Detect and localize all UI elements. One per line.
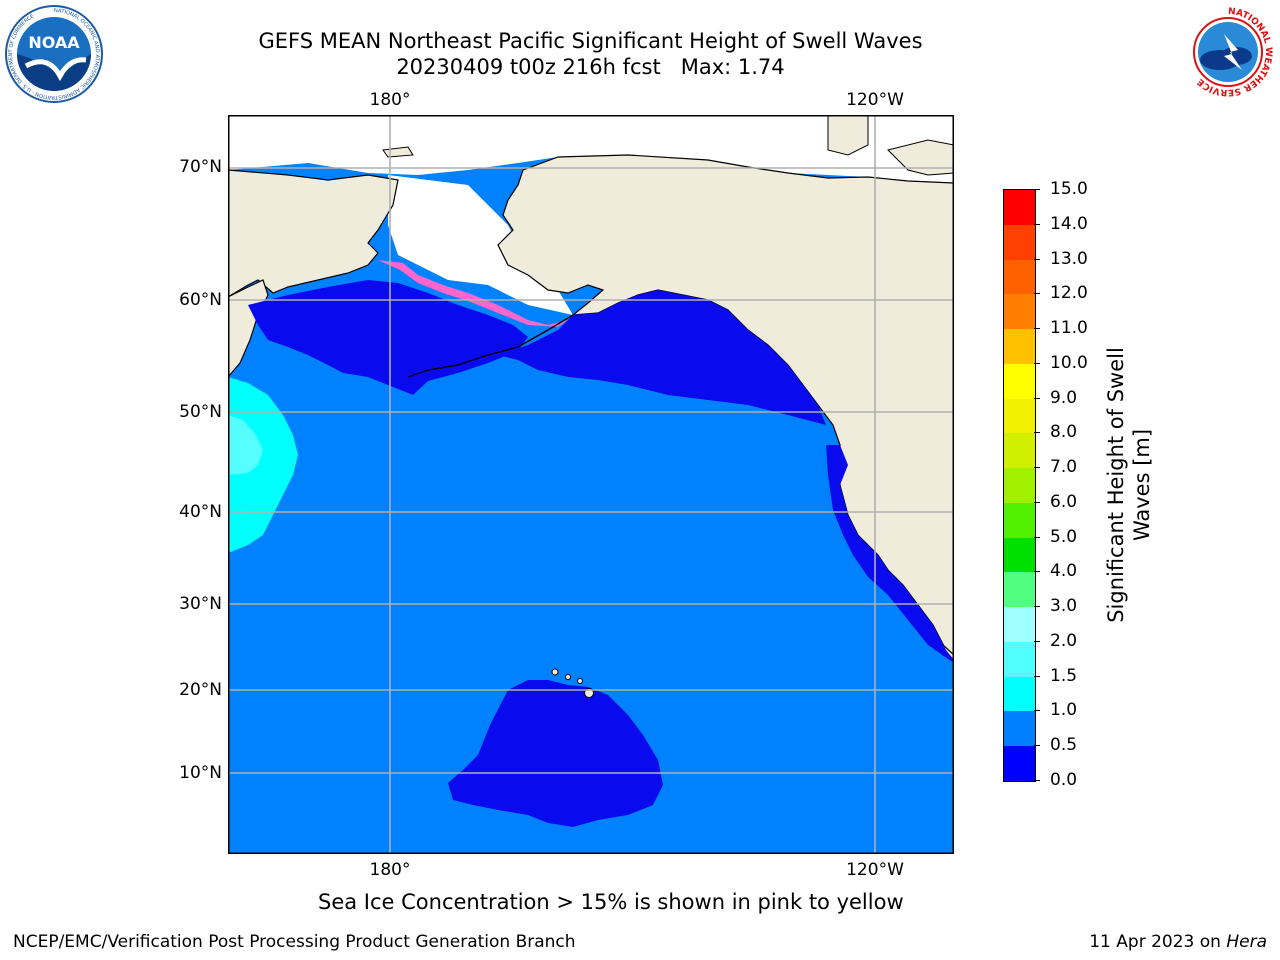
colorbar-segment bbox=[1004, 571, 1035, 608]
kauai-island bbox=[551, 668, 559, 676]
island-1 bbox=[827, 115, 869, 156]
aleutian-islands bbox=[407, 314, 574, 378]
colorbar-tick-label: 6.0 bbox=[1050, 491, 1078, 512]
lon-label-top-120w: 120°W bbox=[846, 90, 904, 110]
colorbar-tick-mark bbox=[1034, 397, 1040, 399]
west-pacific-high-swell bbox=[228, 377, 298, 553]
bering-low-swell bbox=[248, 280, 528, 395]
colorbar-tick-mark bbox=[1034, 258, 1040, 260]
west-coast-low-swell bbox=[826, 445, 954, 663]
colorbar-segment bbox=[1004, 502, 1035, 538]
colorbar-segment bbox=[1004, 467, 1035, 503]
colorbar-tick-label: 2.0 bbox=[1050, 630, 1078, 651]
colorbar-tick-mark bbox=[1034, 780, 1040, 781]
lat-label-70n: 70°N bbox=[179, 157, 222, 177]
colorbar-tick-label: 14.0 bbox=[1050, 213, 1088, 234]
footer-left: NCEP/EMC/Verification Post Processing Pr… bbox=[13, 932, 576, 952]
sea-ice-caption: Sea Ice Concentration > 15% is shown in … bbox=[318, 890, 904, 914]
colorbar-tick-mark bbox=[1034, 293, 1040, 295]
colorbar-tick-label: 9.0 bbox=[1050, 387, 1078, 408]
colorbar-tick-mark bbox=[1034, 362, 1040, 364]
graticule bbox=[228, 115, 954, 854]
colorbar-tick-label: 1.5 bbox=[1050, 665, 1078, 686]
colorbar-segment bbox=[1004, 259, 1035, 295]
lat-label-20n: 20°N bbox=[179, 680, 222, 700]
colorbar-tick-mark bbox=[1034, 328, 1040, 330]
colorbar-segment bbox=[1004, 363, 1035, 399]
colorbar-tick-label: 8.0 bbox=[1050, 422, 1078, 443]
colorbar-segment bbox=[1004, 224, 1035, 260]
colorbar-segment bbox=[1004, 537, 1035, 573]
colorbar-segment bbox=[1004, 641, 1035, 677]
map-frame bbox=[228, 115, 954, 854]
lon-label-bottom-180: 180° bbox=[369, 860, 411, 880]
colorbar-segment bbox=[1004, 745, 1035, 781]
lat-label-30n: 30°N bbox=[179, 594, 222, 614]
island-2 bbox=[887, 139, 954, 176]
colorbar-tick-label: 15.0 bbox=[1050, 179, 1088, 199]
colorbar-tick-label: 10.0 bbox=[1050, 352, 1088, 373]
colorbar-tick-mark bbox=[1034, 745, 1040, 747]
colorbar-tick-mark bbox=[1034, 189, 1040, 190]
colorbar-tick-label: 4.0 bbox=[1050, 561, 1078, 582]
colorbar-tick-mark bbox=[1034, 675, 1040, 677]
map-panel bbox=[228, 115, 954, 854]
oahu-island bbox=[565, 674, 571, 680]
bering-nodata bbox=[388, 175, 573, 315]
lat-label-50n: 50°N bbox=[179, 402, 222, 422]
colorbar-segment bbox=[1004, 606, 1035, 642]
colorbar-title: Significant Height of Swell Waves [m] bbox=[1104, 347, 1154, 623]
noaa-logo: NOAA NATIONAL OCEANIC AND ATMOSPHERIC AD… bbox=[5, 5, 103, 103]
colorbar-segment bbox=[1004, 711, 1035, 747]
colorbar-tick-mark bbox=[1034, 606, 1040, 608]
sea-ice-fringe bbox=[378, 260, 568, 327]
noaa-logo-text: NOAA bbox=[28, 33, 80, 52]
chart-title: GEFS MEAN Northeast Pacific Significant … bbox=[258, 29, 923, 53]
maui-island bbox=[577, 678, 583, 684]
colorbar-ticks: 0.0 0.5 1.0 1.5 2.0 3.0 4.0 5.0 6.0 7.0 8.0 9.0 10.0… bbox=[1034, 179, 1096, 790]
colorbar-tick-mark bbox=[1034, 571, 1040, 573]
chart-subtitle: 20230409 t00z 216h fcst Max: 1.74 bbox=[396, 55, 785, 79]
lat-label-60n: 60°N bbox=[179, 290, 222, 310]
lon-label-bottom-120w: 120°W bbox=[846, 860, 904, 880]
colorbar-tick-label: 0.5 bbox=[1050, 735, 1078, 756]
colorbar-tick-mark bbox=[1034, 536, 1040, 538]
colorbar-tick-mark bbox=[1034, 501, 1040, 503]
colorbar-segment bbox=[1004, 293, 1035, 330]
colorbar-segment bbox=[1004, 432, 1035, 469]
colorbar-segment bbox=[1004, 189, 1035, 225]
colorbar-tick-mark bbox=[1034, 467, 1040, 469]
colorbar-tick-mark bbox=[1034, 223, 1040, 225]
siberia-land bbox=[228, 169, 399, 298]
lat-label-40n: 40°N bbox=[179, 502, 222, 522]
colorbar-tick-label: 12.0 bbox=[1050, 283, 1088, 304]
colorbar-tick-label: 3.0 bbox=[1050, 596, 1078, 617]
hawaii-low-swell bbox=[448, 680, 663, 827]
colorbar-tick-label: 7.0 bbox=[1050, 457, 1078, 478]
colorbar-tick-label: 1.0 bbox=[1050, 700, 1078, 721]
west-pacific-higher-swell bbox=[228, 415, 263, 475]
colorbar-tick-label: 5.0 bbox=[1050, 526, 1078, 547]
colorbar-tick-label: 11.0 bbox=[1050, 318, 1088, 339]
colorbar-tick-label: 0.0 bbox=[1050, 770, 1078, 790]
colorbar-tick-mark bbox=[1034, 640, 1040, 642]
colorbar-tick-mark bbox=[1034, 432, 1040, 434]
nws-logo: NATIONAL WEATHER SERVICE bbox=[1182, 6, 1274, 98]
colorbar-segment bbox=[1004, 328, 1035, 364]
lon-label-top-180: 180° bbox=[369, 90, 411, 110]
footer-right: 11 Apr 2023 on Hera bbox=[1089, 932, 1267, 952]
lat-label-10n: 10°N bbox=[179, 763, 222, 783]
colorbar-segment bbox=[1004, 676, 1035, 712]
colorbar-segment bbox=[1004, 398, 1035, 434]
gulf-alaska-low-swell bbox=[498, 290, 826, 425]
colorbar-tick-mark bbox=[1034, 710, 1040, 712]
colorbar-tick-label: 13.0 bbox=[1050, 248, 1088, 269]
colorbar bbox=[1003, 189, 1036, 782]
